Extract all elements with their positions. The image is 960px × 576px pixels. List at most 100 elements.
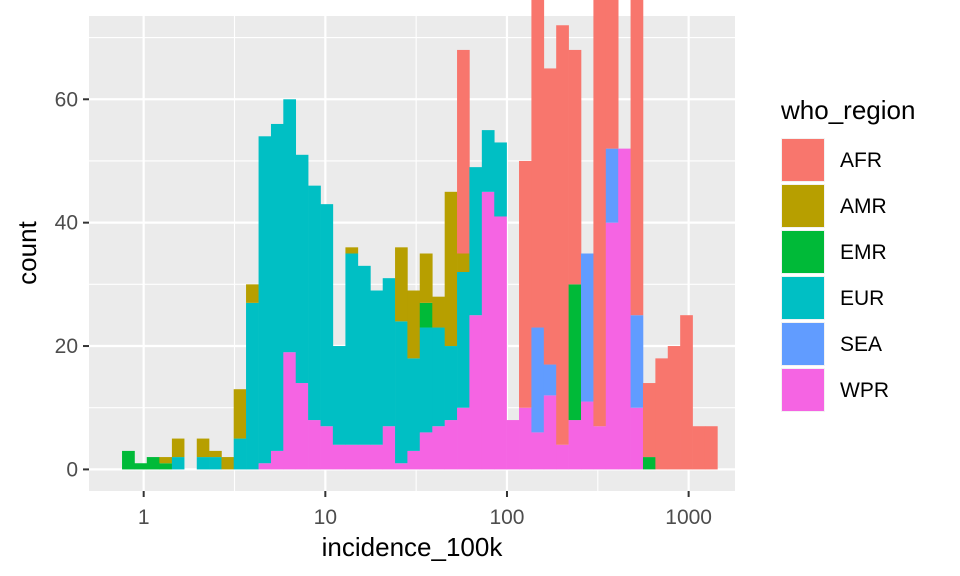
- bar-wpr-bin-17: [332, 444, 346, 470]
- bar-afr-bin-44: [667, 346, 681, 470]
- bar-eur-bin-18: [345, 253, 359, 445]
- y-tick-label: 0: [66, 458, 78, 481]
- bar-wpr-bin-26: [444, 420, 458, 470]
- bar-afr-bin-41: [630, 0, 644, 316]
- legend-swatch-afr: [782, 139, 824, 181]
- bar-eur-bin-20: [370, 290, 384, 445]
- bar-wpr-bin-18: [345, 444, 359, 470]
- bar-wpr-bin-36: [568, 420, 582, 470]
- bar-sea-bin-39: [605, 148, 619, 223]
- bar-wpr-bin-38: [593, 426, 607, 470]
- x-tick-label: 1: [138, 506, 150, 529]
- bar-emr-bin-24: [419, 302, 433, 328]
- bar-eur-bin-14: [295, 154, 309, 384]
- bar-eur-bin-30: [494, 142, 507, 217]
- legend-swatch-wpr: [782, 369, 824, 411]
- bar-wpr-bin-11: [258, 463, 272, 470]
- bar-amr-bin-26: [444, 191, 458, 347]
- bar-afr-bin-32: [519, 160, 532, 408]
- bar-eur-bin-27: [457, 272, 470, 408]
- bar-afr-bin-38: [593, 0, 607, 427]
- bar-wpr-bin-39: [605, 222, 619, 470]
- bar-wpr-bin-25: [432, 426, 445, 470]
- legend-label-sea: SEA: [840, 333, 882, 356]
- bar-eur-bin-6: [196, 457, 210, 470]
- bar-wpr-bin-20: [370, 444, 384, 470]
- bar-eur-bin-22: [395, 321, 408, 464]
- bar-afr-bin-33: [531, 0, 545, 328]
- bar-wpr-bin-33: [531, 432, 545, 470]
- bar-afr-bin-27: [457, 49, 470, 254]
- bar-eur-bin-4: [171, 457, 185, 470]
- legend-title: who_region: [780, 95, 915, 125]
- bar-eur-bin-9: [233, 438, 247, 470]
- bar-eur-bin-11: [258, 136, 272, 464]
- legend-label-afr: AFR: [840, 149, 882, 172]
- bar-wpr-bin-32: [519, 407, 532, 470]
- bar-afr-bin-39: [605, 0, 619, 149]
- bar-amr-bin-4: [171, 438, 185, 458]
- bar-wpr-bin-29: [481, 191, 495, 470]
- bar-sea-bin-33: [531, 327, 545, 433]
- bar-wpr-bin-27: [457, 407, 470, 470]
- bar-amr-bin-25: [432, 296, 445, 328]
- bar-emr-bin-36: [568, 284, 582, 421]
- x-axis: 1 10 100 1000: [138, 491, 712, 529]
- bar-wpr-bin-31: [506, 420, 520, 470]
- bar-wpr-bin-34: [543, 395, 557, 470]
- bar-wpr-bin-24: [419, 432, 433, 470]
- bar-afr-bin-43: [655, 358, 669, 470]
- bar-afr-bin-45: [680, 315, 693, 470]
- bar-eur-bin-29: [481, 130, 495, 192]
- bar-emr-bin-1: [134, 463, 148, 470]
- bar-wpr-bin-15: [308, 420, 321, 470]
- bar-wpr-bin-21: [382, 426, 396, 470]
- bar-eur-bin-19: [357, 265, 371, 445]
- legend-swatch-emr: [782, 231, 824, 273]
- bar-amr-bin-10: [246, 284, 259, 303]
- y-tick-label: 40: [55, 212, 78, 235]
- bar-wpr-bin-40: [618, 148, 631, 470]
- bar-wpr-bin-13: [283, 352, 297, 470]
- bar-eur-bin-10: [246, 302, 259, 470]
- bar-eur-bin-7: [209, 457, 222, 470]
- bar-wpr-bin-35: [556, 444, 569, 470]
- bar-amr-bin-23: [407, 290, 421, 359]
- legend: who_region AFR AMR EMR EUR SEA WPR: [780, 95, 915, 412]
- bar-eur-bin-15: [308, 185, 321, 421]
- bar-amr-bin-22: [395, 247, 408, 322]
- bar-eur-bin-21: [382, 278, 396, 427]
- bar-wpr-bin-19: [357, 444, 371, 470]
- bar-wpr-bin-14: [295, 383, 309, 470]
- legend-label-eur: EUR: [840, 287, 884, 310]
- legend-label-wpr: WPR: [840, 379, 889, 402]
- x-axis-title: incidence_100k: [322, 532, 504, 562]
- bar-wpr-bin-37: [581, 401, 594, 470]
- bar-amr-bin-7: [209, 450, 222, 458]
- bar-sea-bin-34: [543, 364, 557, 396]
- bar-wpr-bin-16: [320, 426, 334, 470]
- bar-afr-bin-35: [556, 25, 569, 445]
- bar-eur-bin-13: [283, 99, 297, 353]
- legend-swatch-sea: [782, 323, 824, 365]
- bar-eur-bin-26: [444, 346, 458, 421]
- legend-label-amr: AMR: [840, 195, 887, 218]
- y-axis: 0 20 40 60: [55, 88, 89, 481]
- y-tick-label: 60: [55, 88, 78, 111]
- bar-eur-bin-24: [419, 327, 433, 433]
- histogram-bars: [122, 0, 718, 470]
- bar-emr-bin-42: [642, 457, 656, 470]
- bar-amr-bin-24: [419, 253, 433, 303]
- x-tick-label: 1000: [665, 506, 712, 529]
- bar-eur-bin-28: [469, 167, 483, 316]
- x-tick-label: 100: [489, 506, 524, 529]
- bar-amr-bin-3: [159, 457, 173, 464]
- bar-emr-bin-2: [146, 457, 160, 470]
- legend-swatch-eur: [782, 277, 824, 319]
- bar-amr-bin-6: [196, 438, 210, 458]
- bar-afr-bin-42: [642, 383, 656, 458]
- bar-wpr-bin-41: [630, 407, 644, 470]
- bar-wpr-bin-12: [270, 450, 284, 470]
- y-axis-title: count: [12, 220, 42, 284]
